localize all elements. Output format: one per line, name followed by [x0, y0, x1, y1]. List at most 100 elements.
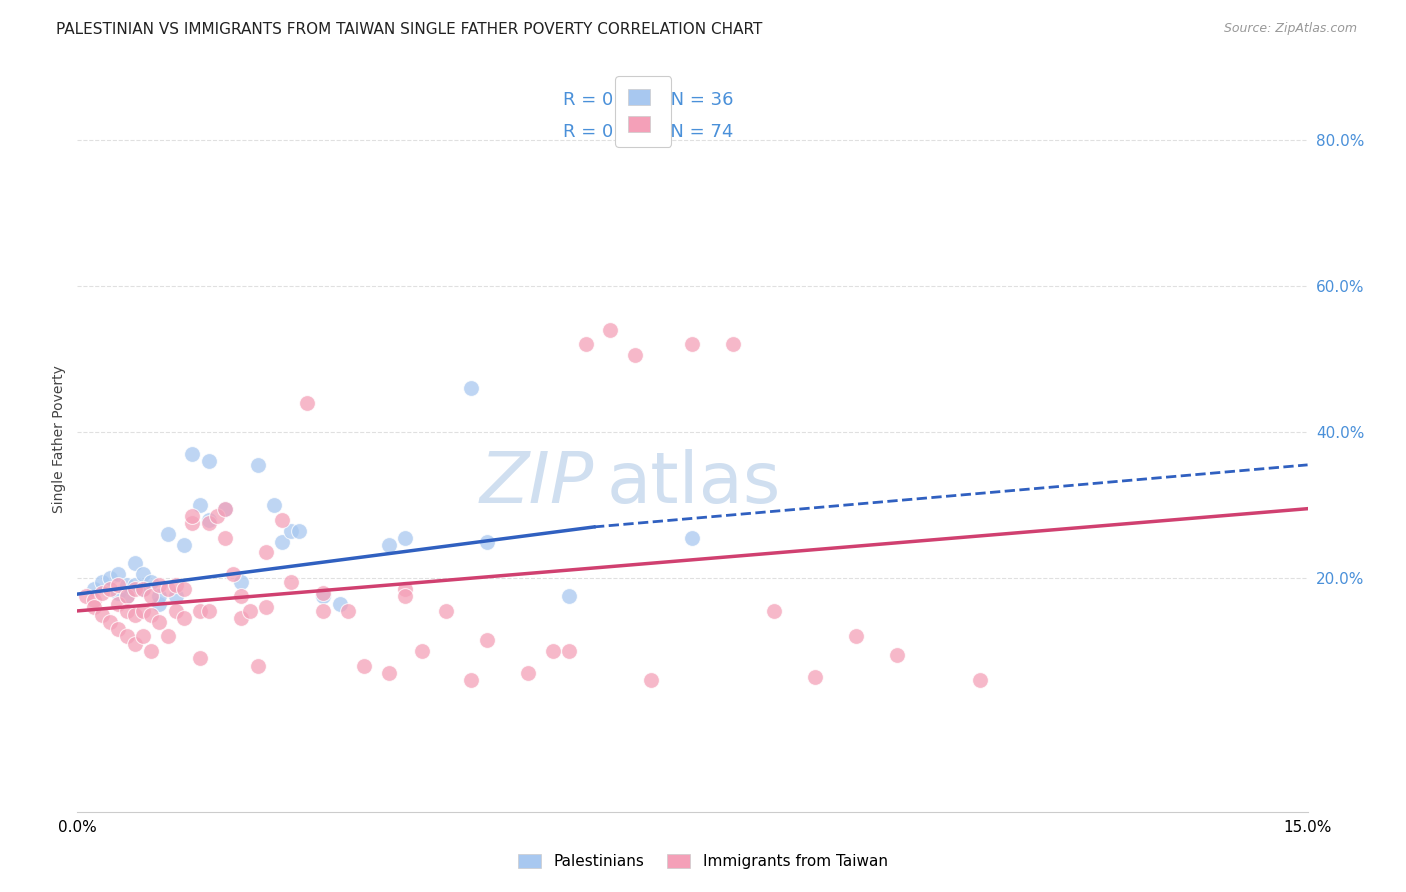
Point [246, 658, 269, 673]
Point [156, 527, 179, 541]
Point [280, 574, 302, 589]
Point [75, 590, 97, 604]
Point [115, 578, 138, 592]
Point [148, 578, 170, 592]
Text: ZIP: ZIP [479, 450, 595, 518]
Point [107, 567, 129, 582]
Point [723, 337, 745, 351]
Point [124, 637, 146, 651]
Point [411, 644, 433, 658]
Point [148, 590, 170, 604]
Point [378, 538, 401, 552]
Point [115, 590, 138, 604]
Point [90, 607, 114, 622]
Point [165, 604, 187, 618]
Point [83, 593, 105, 607]
Point [231, 590, 253, 604]
Point [181, 508, 204, 523]
Point [558, 644, 581, 658]
Point [124, 557, 146, 571]
Point [124, 582, 146, 596]
Point [682, 531, 704, 545]
Point [141, 574, 163, 589]
Point [132, 567, 155, 582]
Point [804, 670, 827, 684]
Point [312, 604, 335, 618]
Point [763, 604, 786, 618]
Point [83, 582, 105, 596]
Point [280, 524, 302, 538]
Point [254, 600, 277, 615]
Point [124, 607, 146, 622]
Point [394, 531, 416, 545]
Point [165, 590, 187, 604]
Point [271, 534, 294, 549]
Point [682, 337, 704, 351]
Point [886, 648, 908, 662]
Point [378, 665, 401, 680]
Point [231, 574, 253, 589]
Point [115, 604, 138, 618]
Y-axis label: Single Father Poverty: Single Father Poverty [52, 366, 66, 513]
Text: Source: ZipAtlas.com: Source: ZipAtlas.com [1223, 22, 1357, 36]
Point [98, 571, 121, 585]
Point [337, 604, 360, 618]
Point [188, 651, 212, 665]
Point [98, 615, 121, 629]
Point [107, 597, 129, 611]
Legend: , : , [616, 76, 671, 147]
Point [83, 600, 105, 615]
Point [541, 644, 564, 658]
Point [246, 458, 269, 472]
Point [214, 531, 236, 545]
Point [197, 516, 219, 531]
Point [141, 607, 163, 622]
Point [460, 381, 482, 395]
Point [197, 513, 219, 527]
Point [394, 582, 416, 596]
Point [436, 604, 458, 618]
Point [353, 658, 375, 673]
Point [477, 534, 499, 549]
Point [90, 574, 114, 589]
Point [624, 348, 647, 362]
Point [156, 582, 179, 596]
Point [141, 644, 163, 658]
Point [329, 597, 352, 611]
Legend: Palestinians, Immigrants from Taiwan: Palestinians, Immigrants from Taiwan [512, 848, 894, 875]
Point [148, 597, 170, 611]
Point [214, 501, 236, 516]
Point [188, 604, 212, 618]
Point [107, 585, 129, 599]
Point [214, 501, 236, 516]
Point [181, 447, 204, 461]
Text: atlas: atlas [606, 450, 780, 518]
Point [254, 545, 277, 559]
Point [188, 498, 212, 512]
Point [141, 590, 163, 604]
Point [239, 604, 262, 618]
Point [173, 582, 195, 596]
Point [575, 337, 598, 351]
Point [124, 578, 146, 592]
Point [173, 538, 195, 552]
Point [197, 604, 219, 618]
Point [165, 578, 187, 592]
Point [271, 513, 294, 527]
Point [477, 633, 499, 648]
Text: PALESTINIAN VS IMMIGRANTS FROM TAIWAN SINGLE FATHER POVERTY CORRELATION CHART: PALESTINIAN VS IMMIGRANTS FROM TAIWAN SI… [56, 22, 762, 37]
Point [107, 622, 129, 636]
Point [263, 498, 285, 512]
Point [599, 323, 621, 337]
Point [558, 590, 581, 604]
Point [173, 611, 195, 625]
Point [197, 454, 219, 468]
Point [115, 590, 138, 604]
Point [312, 590, 335, 604]
Point [460, 673, 482, 688]
Point [222, 567, 245, 582]
Point [132, 630, 155, 644]
Point [98, 582, 121, 596]
Point [517, 665, 540, 680]
Point [312, 585, 335, 599]
